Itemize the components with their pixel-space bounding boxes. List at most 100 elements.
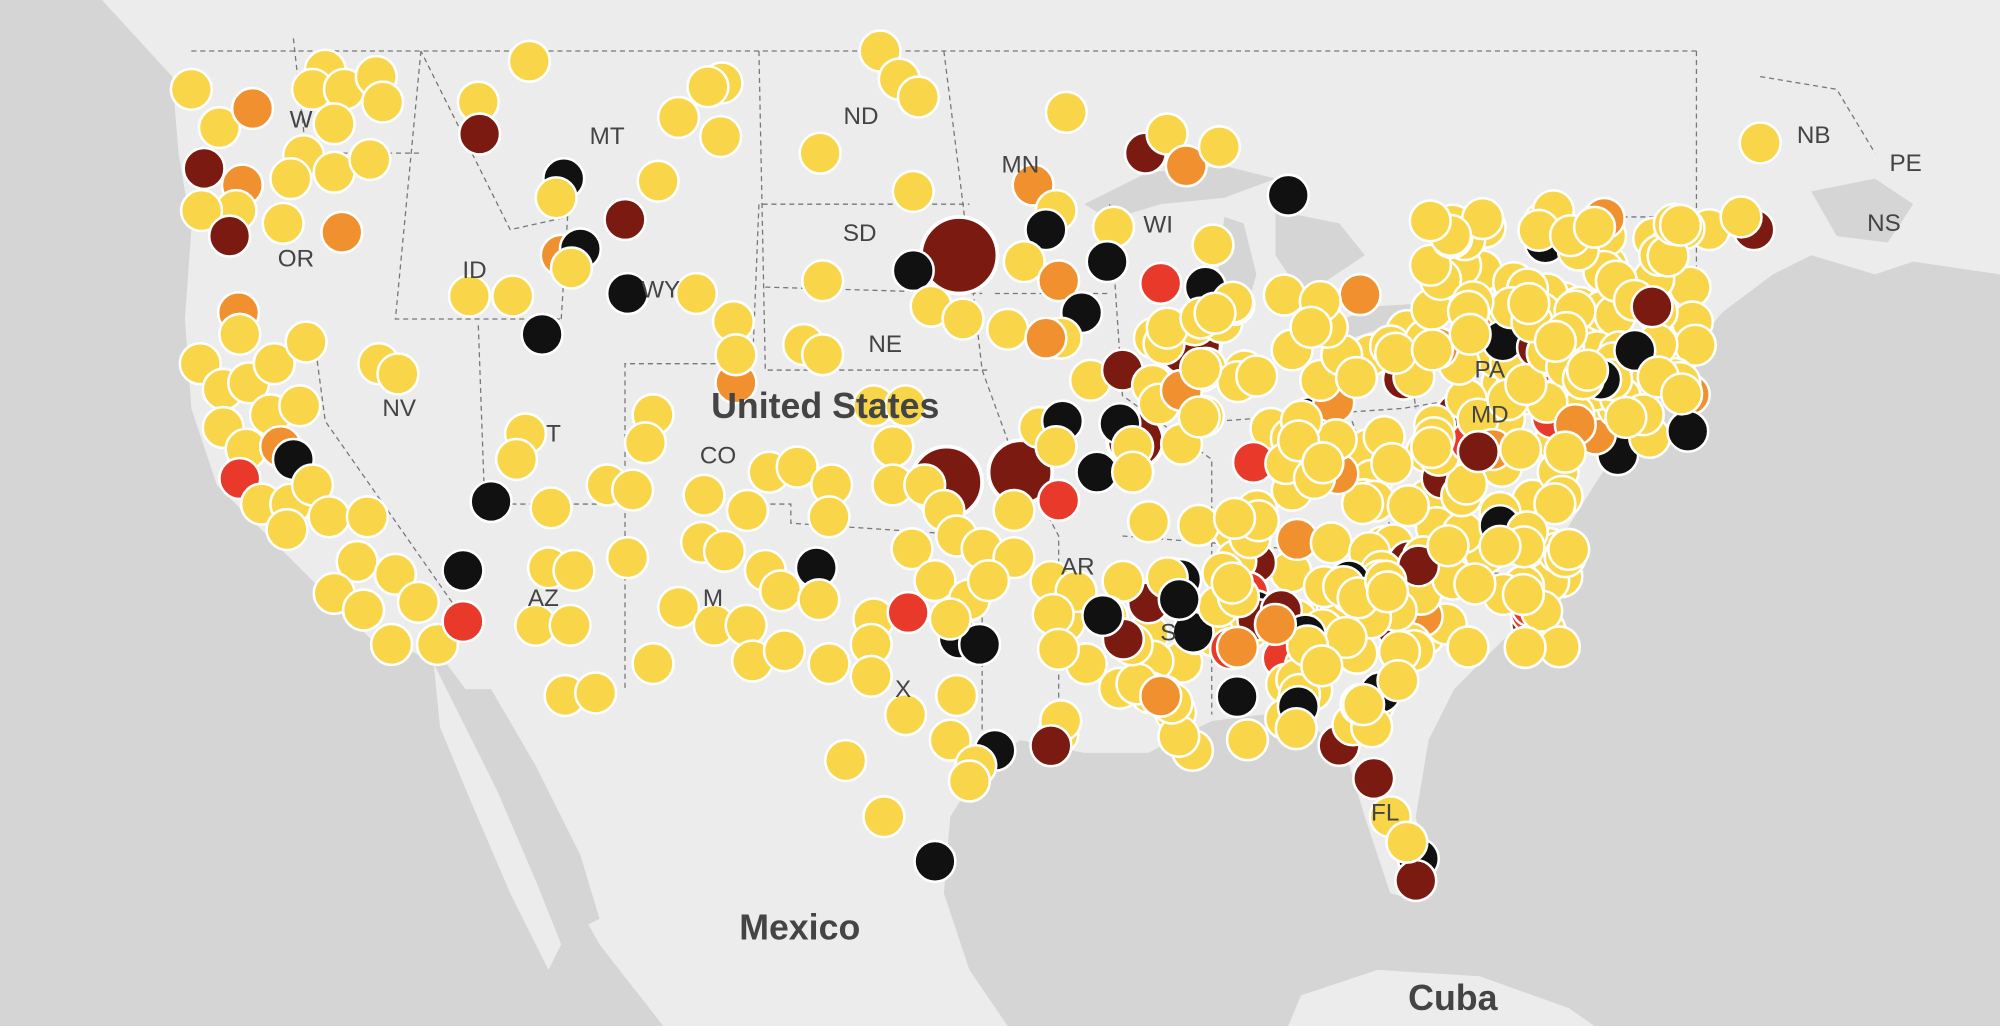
marker[interactable] — [1178, 346, 1223, 391]
marker[interactable] — [1719, 195, 1763, 239]
marker[interactable] — [1507, 281, 1551, 326]
marker[interactable] — [758, 569, 803, 613]
marker[interactable] — [1024, 208, 1068, 252]
marker[interactable] — [534, 176, 578, 220]
marker[interactable] — [1266, 173, 1310, 217]
marker[interactable] — [1503, 625, 1547, 670]
cluster-marker[interactable] — [919, 215, 1000, 296]
marker[interactable] — [1394, 858, 1438, 903]
marker[interactable] — [957, 622, 1002, 667]
marker[interactable] — [549, 246, 594, 290]
marker[interactable] — [883, 384, 928, 428]
marker[interactable] — [307, 495, 351, 539]
marker[interactable] — [941, 297, 985, 341]
marker[interactable] — [1002, 239, 1046, 284]
marker[interactable] — [548, 603, 592, 647]
marker[interactable] — [623, 421, 668, 465]
marker[interactable] — [1385, 820, 1429, 864]
marker[interactable] — [891, 248, 935, 293]
marker[interactable] — [320, 210, 364, 254]
marker[interactable] — [714, 333, 758, 377]
marker[interactable] — [1139, 674, 1183, 718]
marker[interactable] — [529, 486, 573, 530]
marker[interactable] — [345, 495, 390, 539]
marker[interactable] — [312, 102, 356, 146]
marker[interactable] — [1547, 527, 1591, 572]
marker[interactable] — [261, 201, 305, 246]
marker[interactable] — [1210, 561, 1254, 605]
marker[interactable] — [1408, 199, 1452, 243]
marker[interactable] — [369, 622, 414, 667]
marker[interactable] — [1139, 261, 1183, 305]
marker[interactable] — [269, 156, 313, 201]
marker[interactable] — [682, 473, 726, 517]
marker[interactable] — [1543, 430, 1587, 474]
marker[interactable] — [1309, 521, 1353, 565]
marker[interactable] — [1262, 273, 1306, 317]
marker[interactable] — [610, 468, 655, 512]
marker[interactable] — [1176, 503, 1221, 548]
marker[interactable] — [441, 599, 485, 644]
marker[interactable] — [656, 95, 701, 140]
marker[interactable] — [1453, 562, 1497, 606]
marker[interactable] — [1630, 285, 1674, 329]
marker[interactable] — [1340, 481, 1385, 526]
marker[interactable] — [1101, 559, 1145, 603]
marker[interactable] — [1448, 312, 1492, 357]
marker[interactable] — [1376, 658, 1420, 703]
marker[interactable] — [1334, 355, 1379, 400]
marker[interactable] — [218, 312, 262, 357]
marker[interactable] — [1533, 319, 1578, 364]
marker[interactable] — [1300, 644, 1344, 688]
marker[interactable] — [1410, 328, 1455, 372]
marker[interactable] — [890, 527, 934, 571]
marker[interactable] — [823, 738, 868, 783]
marker[interactable] — [1225, 718, 1270, 762]
marker[interactable] — [1029, 724, 1073, 768]
marker[interactable] — [573, 671, 618, 715]
marker[interactable] — [1215, 674, 1259, 719]
marker[interactable] — [1666, 409, 1710, 453]
marker[interactable] — [1504, 362, 1548, 407]
marker[interactable] — [1738, 121, 1782, 165]
marker[interactable] — [1658, 203, 1703, 247]
marker[interactable] — [798, 131, 842, 175]
marker[interactable] — [491, 274, 535, 318]
marker[interactable] — [552, 548, 596, 593]
marker[interactable] — [603, 197, 647, 242]
marker[interactable] — [1446, 625, 1490, 669]
marker[interactable] — [265, 507, 309, 552]
marker[interactable] — [447, 274, 492, 318]
marker[interactable] — [992, 488, 1036, 533]
marker[interactable] — [1409, 425, 1454, 470]
marker[interactable] — [284, 320, 328, 364]
marker[interactable] — [686, 65, 730, 109]
marker[interactable] — [807, 495, 851, 539]
marker[interactable] — [1044, 90, 1089, 134]
marker[interactable] — [1126, 500, 1171, 544]
marker[interactable] — [1036, 259, 1081, 303]
marker[interactable] — [1197, 125, 1242, 169]
marker[interactable] — [1289, 305, 1333, 350]
marker[interactable] — [1386, 484, 1430, 528]
marker[interactable] — [966, 558, 1011, 603]
marker[interactable] — [1498, 427, 1543, 472]
marker[interactable] — [1253, 602, 1298, 647]
marker[interactable] — [457, 112, 502, 156]
marker[interactable] — [182, 146, 226, 191]
marker[interactable] — [698, 114, 743, 159]
marker[interactable] — [1426, 524, 1470, 568]
marker[interactable] — [520, 312, 564, 357]
marker[interactable] — [1191, 223, 1235, 267]
marker[interactable] — [674, 271, 719, 316]
marker[interactable] — [1110, 450, 1155, 494]
marker[interactable] — [252, 342, 296, 386]
marker[interactable] — [197, 105, 242, 150]
marker[interactable] — [985, 307, 1030, 351]
marker[interactable] — [1235, 354, 1279, 398]
marker[interactable] — [1370, 441, 1414, 486]
marker[interactable] — [1604, 395, 1648, 440]
marker[interactable] — [441, 548, 485, 593]
marker[interactable] — [1365, 570, 1410, 614]
marker[interactable] — [1177, 395, 1221, 439]
